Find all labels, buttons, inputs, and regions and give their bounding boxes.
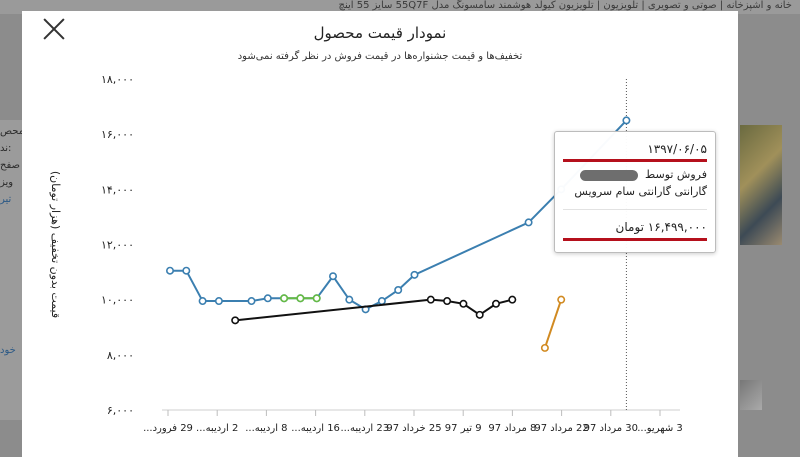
series-point-0 xyxy=(182,266,191,275)
series-point-2 xyxy=(443,297,452,306)
series-point-0 xyxy=(247,297,256,306)
x-tick-label: 22 مرداد 97 xyxy=(534,423,588,434)
background-breadcrumb: خانه و آشپزخانه | صوتی و تصویری | تلویزی… xyxy=(338,0,792,11)
modal-subtitle: تخفیف‌ها و قیمت جشنواره‌ها در قیمت فروش … xyxy=(237,51,523,62)
background-product-image xyxy=(740,125,782,245)
background-link: خود xyxy=(0,345,16,356)
series-point-2 xyxy=(475,310,484,319)
tooltip-date: ۱۳۹۷/۰۶/۰۵ xyxy=(647,142,707,156)
redacted-mark xyxy=(579,169,638,181)
background-link: تیر xyxy=(0,194,12,205)
background-thumbnail xyxy=(740,380,762,410)
y-tick-label: ۶,۰۰۰ xyxy=(107,404,134,417)
y-tick-label: ۱۴,۰۰۰ xyxy=(101,183,134,196)
x-tick-label: 30 مرداد 97 xyxy=(584,423,638,434)
tooltip-sold-by-row: فروش توسط xyxy=(579,168,707,181)
x-tick-label: 3 شهریو... xyxy=(637,423,683,434)
x-tick-label: 25 خرداد 97 xyxy=(386,423,441,434)
series-point-2 xyxy=(508,295,517,304)
series-line-3 xyxy=(543,299,563,349)
y-tick-label: ۱۶,۰۰۰ xyxy=(101,128,134,141)
tooltip-sold-by: فروش توسط xyxy=(645,168,707,181)
x-tick-label: 2 اردیبه... xyxy=(196,423,238,434)
y-tick-label: ۸,۰۰۰ xyxy=(107,349,134,362)
series-point-2 xyxy=(426,295,435,304)
tooltip-seller: گارانتی گارانتی سام سرویس xyxy=(574,185,707,198)
tooltip-price-underline xyxy=(563,238,707,241)
tooltip-divider xyxy=(563,209,707,210)
background-left-panel: محص ند: صفح ویز تیر خود xyxy=(0,120,25,420)
series-point-2 xyxy=(459,299,468,308)
series-point-3 xyxy=(540,343,549,352)
tooltip-price: ۱۶,۴۹۹,۰۰۰ تومان xyxy=(615,220,707,234)
series-point-0 xyxy=(524,218,533,227)
background-breadcrumb-bar: خانه و آشپزخانه | صوتی و تصویری | تلویزی… xyxy=(0,0,800,14)
series-point-0 xyxy=(345,295,354,304)
series-point-1 xyxy=(312,294,321,303)
series-point-0 xyxy=(377,297,386,306)
price-chart[interactable]: ۶,۰۰۰ ۸,۰۰۰ ۱۰,۰۰۰ ۱۲,۰۰۰ ۱۴,۰۰۰ ۱۶,۰۰۰ ۱۸,۰۰۰… xyxy=(22,11,738,457)
series-point-0 xyxy=(214,297,223,306)
x-tick-label: 9 تیر 97 xyxy=(445,423,482,434)
y-tick-label: ۱۲,۰۰۰ xyxy=(101,239,134,252)
x-tick-label: 8 اردیبه... xyxy=(245,423,287,434)
price-chart-modal: نمودار قیمت محصول تخفیف‌ها و قیمت جشنوار… xyxy=(22,11,738,457)
background-fragment: ویز xyxy=(0,177,14,188)
series-point-3 xyxy=(557,295,566,304)
series-point-0 xyxy=(328,272,337,281)
y-axis-label: قیمت بدون تخفیف (هزار تومان) xyxy=(49,171,62,318)
series-point-2 xyxy=(231,316,240,325)
series-point-0 xyxy=(410,270,419,279)
series-point-2 xyxy=(491,299,500,308)
series-point-0 xyxy=(198,297,207,306)
y-tick-label: ۱۸,۰۰۰ xyxy=(101,73,134,86)
background-fragment: ند: xyxy=(0,143,12,154)
x-tick-label: 8 مرداد 97 xyxy=(488,423,536,434)
price-tooltip: ۱۳۹۷/۰۶/۰۵ فروش توسط گارانتی گارانتی سام… xyxy=(554,131,716,253)
y-tick-label: ۱۰,۰۰۰ xyxy=(101,294,134,307)
background-fragment: صفح xyxy=(0,160,21,171)
series-line-2 xyxy=(235,298,513,322)
modal-title: نمودار قیمت محصول xyxy=(313,24,447,42)
series-point-0 xyxy=(394,286,403,295)
x-tick-label: 16 اردیبه... xyxy=(291,423,340,434)
x-tick-label: 29 فرورد... xyxy=(143,423,193,434)
background-fragment: محص xyxy=(0,126,25,137)
series-point-0 xyxy=(622,116,631,125)
series-point-1 xyxy=(296,294,305,303)
tooltip-date-underline xyxy=(563,159,707,162)
series-point-1 xyxy=(280,294,289,303)
series-point-0 xyxy=(166,266,175,275)
series-point-0 xyxy=(263,294,272,303)
x-tick-label: 23 اردیبه... xyxy=(340,423,389,434)
